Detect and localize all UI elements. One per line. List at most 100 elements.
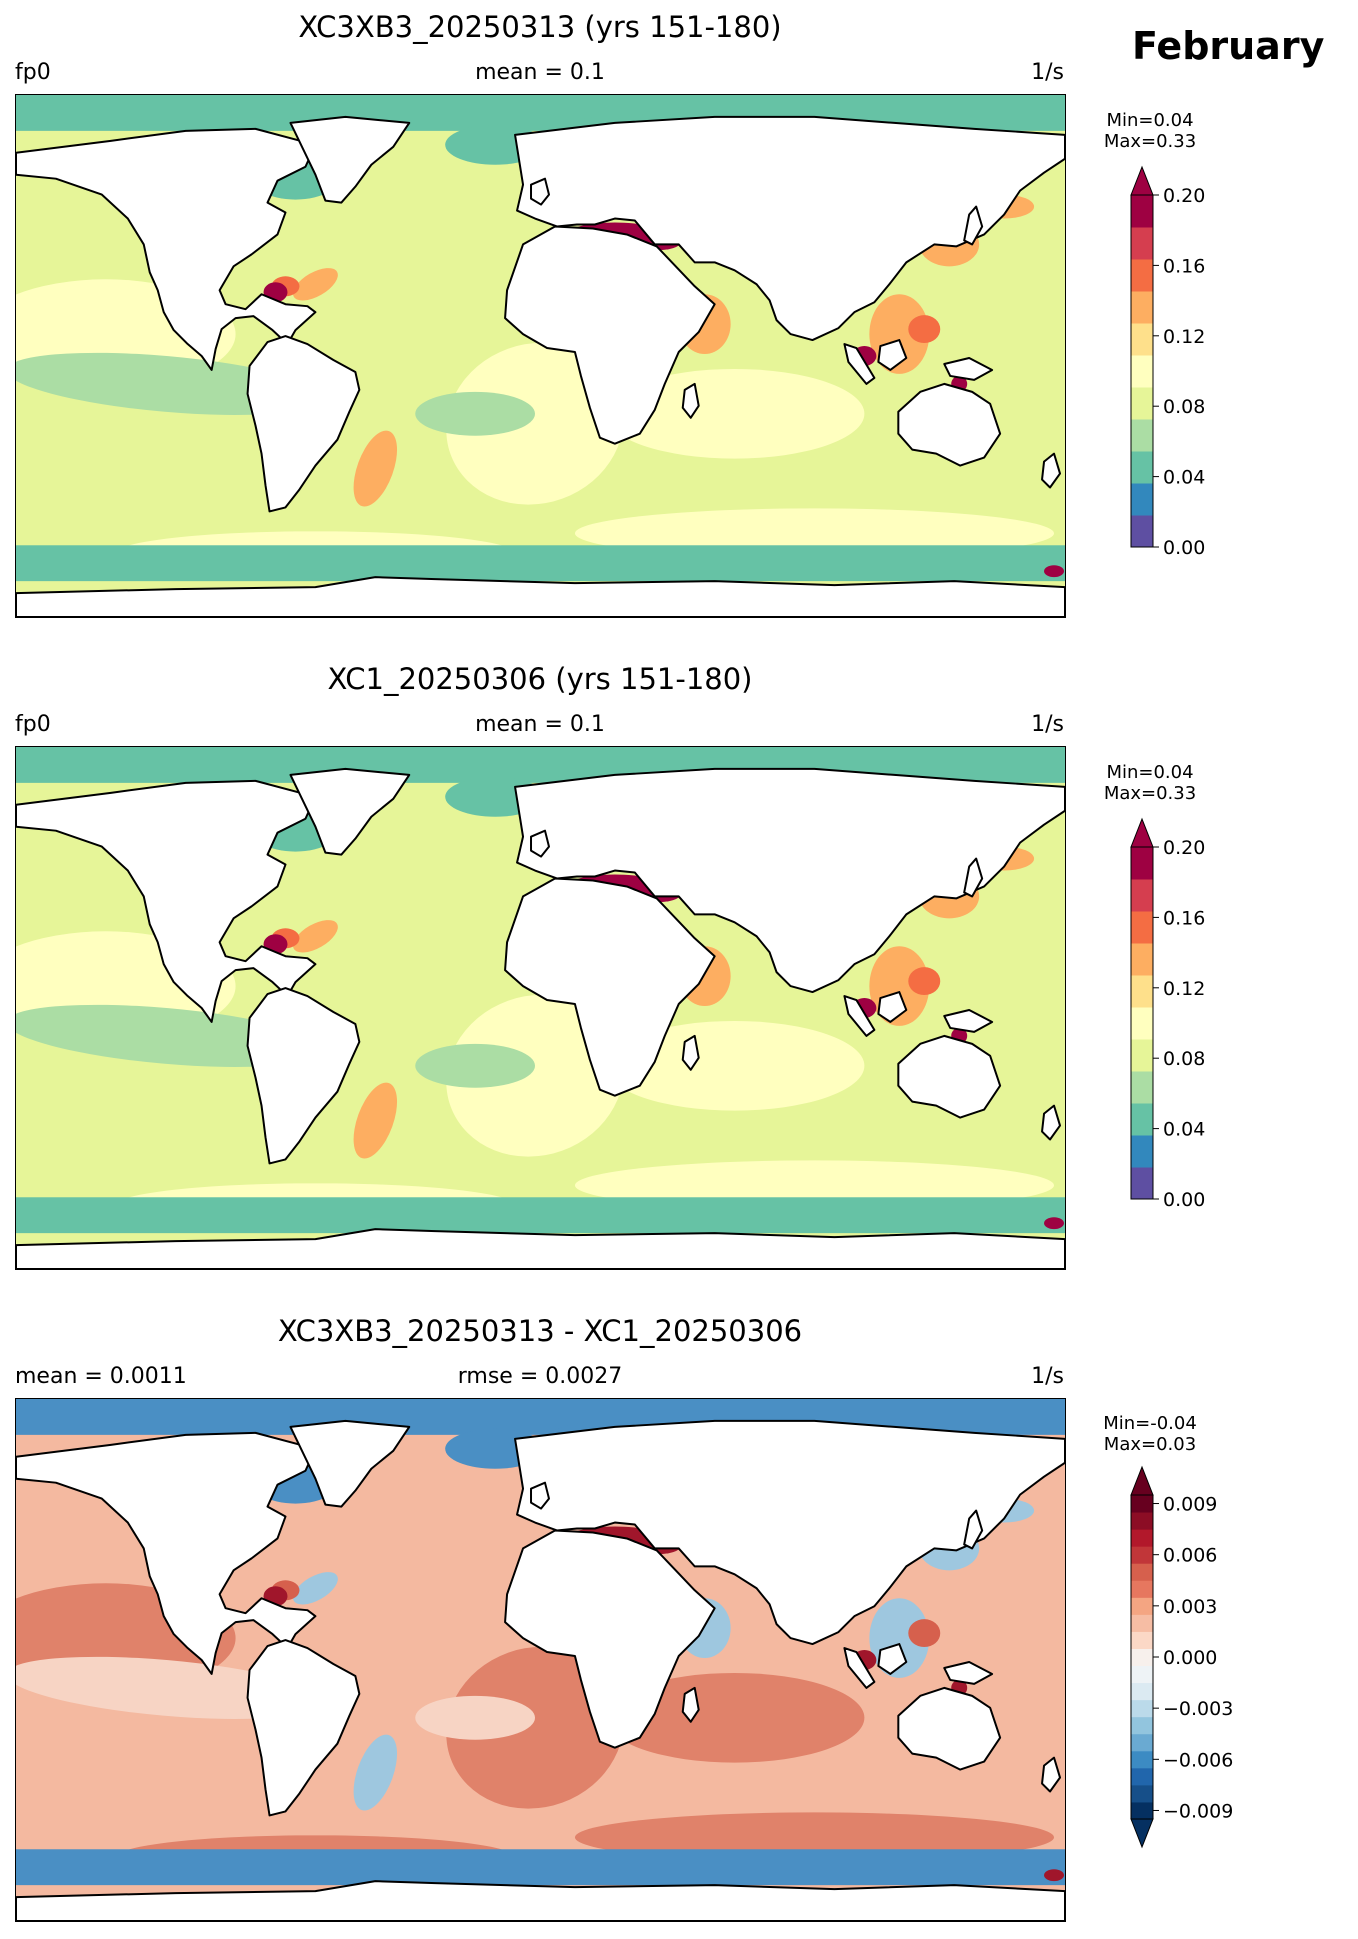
landmass-eurasia	[514, 115, 1065, 342]
colorbar-segment	[1131, 1512, 1153, 1530]
min-label: Min=0.04	[1106, 110, 1194, 131]
landmass-borneo	[877, 339, 908, 371]
colorbar-segment	[1131, 1699, 1153, 1718]
colorbar-tick-label: 0.16	[1163, 255, 1205, 277]
landmass-new-guinea	[943, 356, 994, 381]
colorbar-segment	[1131, 1167, 1153, 1200]
landmass-greenland	[289, 767, 411, 856]
colorbar-segment	[1131, 1071, 1153, 1104]
colorbar-tick-label: 0.08	[1163, 1048, 1205, 1070]
colorbar: −0.009 −0.006 −0.003 0.000 0.003 0.006 0.009	[1130, 1465, 1233, 1852]
colorbar-tick-label: 0.20	[1163, 185, 1205, 207]
colorbar: 0.00 0.04 0.08 0.12 0.16 0.20	[1130, 817, 1210, 1211]
colorbar-segment	[1131, 1580, 1153, 1598]
landmass-greenland	[289, 1419, 411, 1508]
min-label: Min=0.04	[1106, 762, 1194, 783]
colorbar-segment	[1131, 291, 1153, 324]
colorbar-segment	[1131, 1733, 1153, 1752]
landmass-antarctica	[16, 1880, 1065, 1921]
colorbar-segment	[1131, 1039, 1153, 1072]
colorbar-segment	[1131, 1750, 1153, 1769]
colorbar-segment	[1131, 1631, 1153, 1649]
landmass-south-america	[246, 987, 361, 1165]
colorbar-segment	[1131, 483, 1153, 516]
landmass-antarctica	[16, 576, 1065, 617]
colorbar-tick-label: 0.20	[1163, 837, 1205, 859]
colorbar-extend-max	[1130, 165, 1154, 196]
colorbar-segment	[1131, 419, 1153, 452]
colorbar-segment	[1131, 1801, 1153, 1820]
panel-title: XC3XB3_20250313 - XC1_20250306	[277, 1314, 803, 1348]
landmass-borneo	[877, 991, 908, 1023]
colorbar-segment	[1131, 323, 1153, 356]
landmass-sumatra	[843, 995, 876, 1037]
colorbar-tick-label: 0.04	[1163, 1119, 1205, 1141]
units-label: 1/s	[1031, 60, 1064, 85]
landmass-madagascar	[681, 382, 700, 419]
colorbar-tick-label: 0.12	[1163, 326, 1205, 348]
landmass-new-zealand	[1041, 452, 1062, 489]
mean-label: mean = 0.1	[475, 712, 605, 737]
colorbar-tick-label: 0.12	[1163, 978, 1205, 1000]
max-label: Max=0.33	[1103, 783, 1197, 804]
colorbar-tick-label: −0.003	[1163, 1698, 1233, 1720]
landmass-australia	[897, 1034, 1002, 1119]
landmass-africa	[504, 1529, 716, 1749]
landmass-madagascar	[681, 1686, 700, 1723]
min-max-label: Min=-0.04 Max=0.03	[1103, 1413, 1197, 1455]
colorbar-segment	[1131, 259, 1153, 292]
landmass-south-america	[246, 1639, 361, 1817]
landmass-japan	[963, 205, 984, 246]
landmass-eurasia	[514, 767, 1065, 994]
landmass-australia	[897, 382, 1002, 467]
world-map	[15, 1398, 1066, 1922]
colorbar-tick-label: 0.009	[1163, 1494, 1217, 1516]
colorbar-segment	[1131, 355, 1153, 388]
world-map	[15, 746, 1066, 1270]
landmass-britain	[530, 829, 550, 858]
colorbar-tick-label: −0.006	[1163, 1749, 1233, 1771]
colorbar-extend-max	[1130, 817, 1154, 848]
colorbar-segment	[1131, 1007, 1153, 1040]
colorbar-segment	[1131, 1563, 1153, 1581]
colorbar-extend-min	[1130, 1818, 1154, 1849]
colorbar-segment	[1131, 227, 1153, 260]
colorbar-segment	[1131, 1103, 1153, 1136]
mean-label: mean = 0.0011	[15, 1364, 187, 1389]
colorbar-segment	[1131, 847, 1153, 880]
rmse-label: rmse = 0.0027	[457, 1364, 623, 1389]
landmass-britain	[530, 1481, 550, 1510]
min-max-label: Min=0.04 Max=0.33	[1104, 762, 1196, 804]
field-label: fp0	[15, 712, 51, 737]
mean-label: mean = 0.1	[475, 60, 605, 85]
landmass-borneo	[877, 1643, 908, 1675]
landmass-north-america	[16, 1431, 317, 1675]
colorbar-tick-label: 0.00	[1163, 537, 1205, 559]
landmass-greenland	[289, 115, 411, 204]
landmass-south-america	[246, 335, 361, 513]
colorbar-tick-label: 0.04	[1163, 467, 1205, 489]
colorbar-segment	[1131, 975, 1153, 1008]
colorbar-tick-label: 0.003	[1163, 1596, 1217, 1618]
colorbar-segment	[1131, 1529, 1153, 1547]
panel-title: XC1_20250306 (yrs 151-180)	[327, 662, 753, 696]
max-label: Max=0.33	[1103, 131, 1197, 152]
landmass-new-zealand	[1041, 1104, 1062, 1141]
colorbar-segment	[1131, 1716, 1153, 1735]
colorbar-tick-label: 0.00	[1163, 1189, 1205, 1211]
landmass-new-zealand	[1041, 1756, 1062, 1793]
landmass-eurasia	[514, 1419, 1065, 1646]
landmass-britain	[530, 177, 550, 206]
units-label: 1/s	[1031, 1364, 1064, 1389]
min-label: Min=-0.04	[1103, 1413, 1197, 1434]
colorbar-segment	[1131, 1614, 1153, 1632]
landmass-japan	[963, 1509, 984, 1550]
colorbar-tick-label: −0.009	[1163, 1800, 1233, 1822]
colorbar-segment	[1131, 1495, 1153, 1513]
colorbar-segment	[1131, 1784, 1153, 1803]
landmass-sumatra	[843, 343, 876, 385]
colorbar-segment	[1131, 1665, 1153, 1684]
landmass-north-america	[16, 127, 317, 371]
landmass-north-america	[16, 779, 317, 1023]
world-map	[15, 94, 1066, 618]
